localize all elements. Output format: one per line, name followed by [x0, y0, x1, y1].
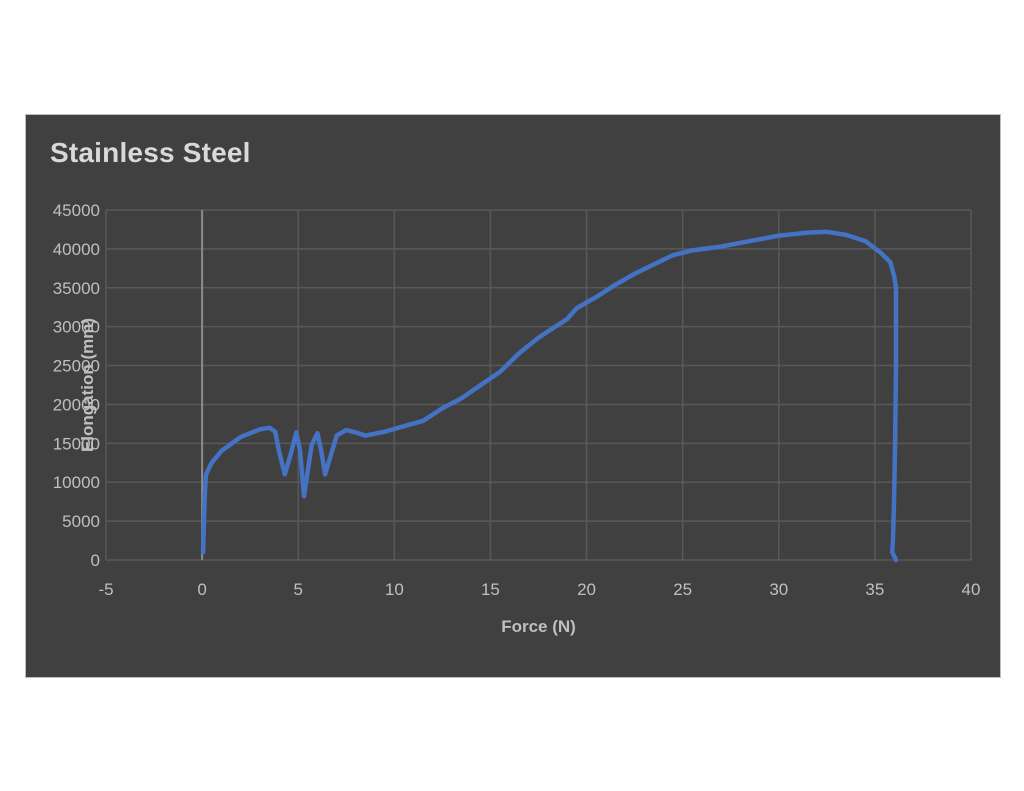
y-tick-label: 30000: [53, 318, 100, 337]
x-axis-label: Force (N): [501, 617, 576, 636]
y-tick-label: 20000: [53, 395, 100, 414]
y-tick-label: 25000: [53, 357, 100, 376]
y-tick-label: 40000: [53, 240, 100, 259]
chart-plot: 0 5000 10000 15000 20000 25000 30000 35000 40000…: [53, 201, 981, 636]
x-tick-label: 40: [962, 580, 981, 599]
series-layer: [200, 229, 899, 563]
x-tick-label: 15: [481, 580, 500, 599]
x-tick-label: 25: [673, 580, 692, 599]
x-tick-label: 0: [197, 580, 206, 599]
y-tick-label: 5000: [62, 512, 100, 531]
y-tick-label: 35000: [53, 279, 100, 298]
chart-title: Stainless Steel: [50, 137, 251, 168]
tick-labels: 0 5000 10000 15000 20000 25000 30000 35000 40000…: [53, 201, 981, 599]
grid-lines: [105, 209, 972, 561]
y-tick-label: 45000: [53, 201, 100, 220]
y-tick-label: 0: [91, 551, 100, 570]
x-tick-label: 10: [385, 580, 404, 599]
y-tick-label: 10000: [53, 473, 100, 492]
chart-panel: Stainless Steel 0 5000 10000 15000 20000 2500…: [26, 115, 1000, 677]
x-tick-label: 20: [577, 580, 596, 599]
x-tick-label: -5: [98, 580, 113, 599]
y-axis-label: Elongation (mm): [78, 318, 97, 452]
y-tick-label: 15000: [53, 434, 100, 453]
x-tick-label: 30: [769, 580, 788, 599]
series-line: [200, 229, 899, 563]
x-tick-label: 35: [865, 580, 884, 599]
x-tick-label: 5: [293, 580, 302, 599]
